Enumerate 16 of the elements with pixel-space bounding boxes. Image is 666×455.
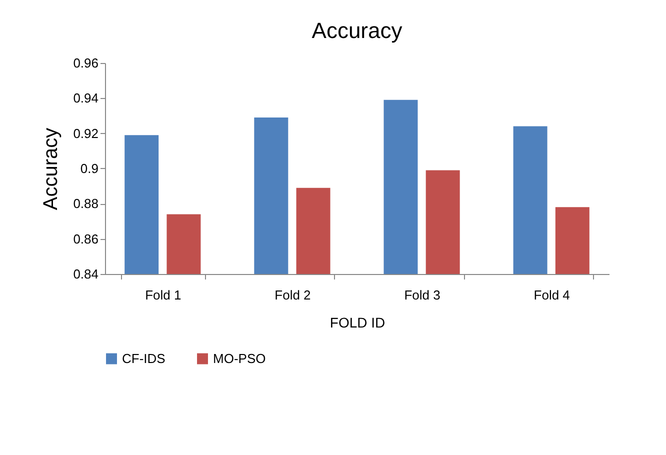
y-tick-label: 0.96 <box>73 56 98 70</box>
x-axis-title: FOLD ID <box>330 314 386 330</box>
y-tick-label: 0.84 <box>73 266 98 282</box>
y-tick-label: 0.86 <box>73 231 98 246</box>
y-tick-label: 0.94 <box>73 90 98 106</box>
x-tick-label: Fold 1 <box>145 288 182 302</box>
legend-label: CF-IDS <box>122 350 166 366</box>
x-tick-label: Fold 4 <box>534 288 570 302</box>
legend-label: MO-PSO <box>213 350 266 366</box>
x-tick-label: Fold 2 <box>274 288 311 302</box>
y-tick-label: 0.9 <box>80 161 98 176</box>
x-tick-label: Fold 3 <box>404 288 440 302</box>
y-axis-title: Accuracy <box>40 128 62 210</box>
y-tick-label: 0.92 <box>73 126 98 141</box>
chart-title: Accuracy <box>312 18 402 43</box>
y-tick-label: 0.88 <box>73 196 98 212</box>
